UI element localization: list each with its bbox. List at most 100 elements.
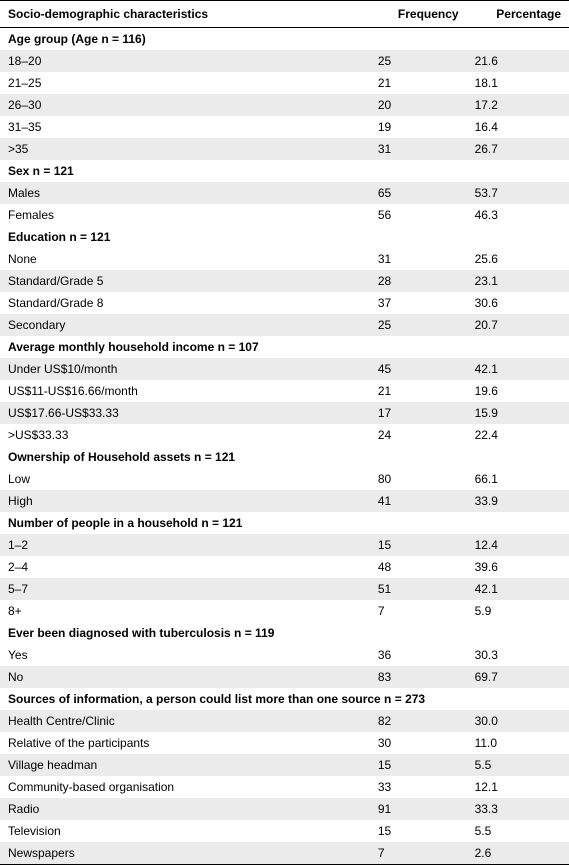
table-row: Standard/Grade 83730.6	[0, 292, 569, 314]
cell-label: 31–35	[0, 116, 370, 138]
cell-percentage: 25.6	[467, 248, 569, 270]
table-row: Males6553.7	[0, 182, 569, 204]
cell-label: Standard/Grade 8	[0, 292, 370, 314]
cell-label: Females	[0, 204, 370, 226]
cell-label: 26–30	[0, 94, 370, 116]
cell-label: Standard/Grade 5	[0, 270, 370, 292]
cell-frequency: 15	[370, 534, 467, 556]
table-row: 26–302017.2	[0, 94, 569, 116]
cell-percentage: 26.7	[467, 138, 569, 160]
table-row: Community-based organisation3312.1	[0, 776, 569, 798]
table-row: Relative of the participants3011.0	[0, 732, 569, 754]
cell-percentage: 30.6	[467, 292, 569, 314]
cell-percentage: 30.0	[467, 710, 569, 732]
cell-percentage: 5.5	[467, 820, 569, 842]
cell-label: 8+	[0, 600, 370, 622]
table-row: Television155.5	[0, 820, 569, 842]
table-row: Village headman155.5	[0, 754, 569, 776]
cell-percentage: 5.5	[467, 754, 569, 776]
cell-frequency: 45	[370, 358, 467, 380]
cell-label: Low	[0, 468, 370, 490]
table-header-row: Socio-demographic characteristics Freque…	[0, 1, 569, 28]
cell-label: 18–20	[0, 50, 370, 72]
table-row: 5–75142.1	[0, 578, 569, 600]
section-title-cell: Average monthly household income n = 107	[0, 336, 569, 358]
cell-frequency: 82	[370, 710, 467, 732]
cell-label: Newspapers	[0, 842, 370, 865]
header-characteristics: Socio-demographic characteristics	[0, 1, 370, 28]
table-row: Secondary2520.7	[0, 314, 569, 336]
cell-percentage: 33.3	[467, 798, 569, 820]
section-title: Education n = 121	[0, 226, 569, 248]
table-row: >US$33.332422.4	[0, 424, 569, 446]
table-row: Newspapers72.6	[0, 842, 569, 865]
cell-percentage: 18.1	[467, 72, 569, 94]
cell-frequency: 7	[370, 600, 467, 622]
header-percentage: Percentage	[467, 1, 569, 28]
cell-percentage: 16.4	[467, 116, 569, 138]
table-row: 21–252118.1	[0, 72, 569, 94]
cell-percentage: 12.1	[467, 776, 569, 798]
cell-frequency: 7	[370, 842, 467, 865]
cell-percentage: 15.9	[467, 402, 569, 424]
cell-percentage: 33.9	[467, 490, 569, 512]
cell-frequency: 80	[370, 468, 467, 490]
cell-frequency: 91	[370, 798, 467, 820]
cell-percentage: 17.2	[467, 94, 569, 116]
table-row: 8+75.9	[0, 600, 569, 622]
cell-percentage: 30.3	[467, 644, 569, 666]
cell-percentage: 46.3	[467, 204, 569, 226]
cell-frequency: 19	[370, 116, 467, 138]
cell-frequency: 31	[370, 248, 467, 270]
cell-percentage: 66.1	[467, 468, 569, 490]
cell-frequency: 65	[370, 182, 467, 204]
table-row: US$11-US$16.66/month2119.6	[0, 380, 569, 402]
cell-label: Relative of the participants	[0, 732, 370, 754]
cell-percentage: 20.7	[467, 314, 569, 336]
cell-label: None	[0, 248, 370, 270]
table-row: 1–21512.4	[0, 534, 569, 556]
table-row: >353126.7	[0, 138, 569, 160]
cell-percentage: 39.6	[467, 556, 569, 578]
cell-percentage: 11.0	[467, 732, 569, 754]
cell-frequency: 48	[370, 556, 467, 578]
section-title-cell: Sources of information, a person could l…	[0, 688, 569, 710]
section-title-cell: Education n = 121	[0, 226, 569, 248]
cell-percentage: 42.1	[467, 578, 569, 600]
section-title: Average monthly household income n = 107	[0, 336, 569, 358]
cell-label: Secondary	[0, 314, 370, 336]
cell-percentage: 53.7	[467, 182, 569, 204]
table-body: Age group (Age n = 116)18–202521.621–252…	[0, 28, 569, 865]
cell-label: High	[0, 490, 370, 512]
section-title-cell: Ownership of Household assets n = 121	[0, 446, 569, 468]
cell-label: US$17.66-US$33.33	[0, 402, 370, 424]
section-title: Ownership of Household assets n = 121	[0, 446, 569, 468]
cell-percentage: 23.1	[467, 270, 569, 292]
table-row: Standard/Grade 52823.1	[0, 270, 569, 292]
table-row: Health Centre/Clinic8230.0	[0, 710, 569, 732]
cell-frequency: 33	[370, 776, 467, 798]
table-row: 2–44839.6	[0, 556, 569, 578]
table-row: 18–202521.6	[0, 50, 569, 72]
cell-percentage: 5.9	[467, 600, 569, 622]
cell-frequency: 25	[370, 314, 467, 336]
section-title: Sources of information, a person could l…	[0, 688, 569, 710]
cell-label: Village headman	[0, 754, 370, 776]
cell-label: >US$33.33	[0, 424, 370, 446]
section-title-cell: Sex n = 121	[0, 160, 569, 182]
cell-label: 21–25	[0, 72, 370, 94]
cell-label: Community-based organisation	[0, 776, 370, 798]
cell-frequency: 25	[370, 50, 467, 72]
cell-percentage: 2.6	[467, 842, 569, 865]
cell-frequency: 36	[370, 644, 467, 666]
cell-label: Males	[0, 182, 370, 204]
table-row: None3125.6	[0, 248, 569, 270]
demographics-table: Socio-demographic characteristics Freque…	[0, 0, 569, 865]
cell-label: 1–2	[0, 534, 370, 556]
cell-frequency: 83	[370, 666, 467, 688]
cell-percentage: 12.4	[467, 534, 569, 556]
cell-frequency: 15	[370, 820, 467, 842]
cell-label: >35	[0, 138, 370, 160]
table-row: Yes3630.3	[0, 644, 569, 666]
table-row: US$17.66-US$33.331715.9	[0, 402, 569, 424]
